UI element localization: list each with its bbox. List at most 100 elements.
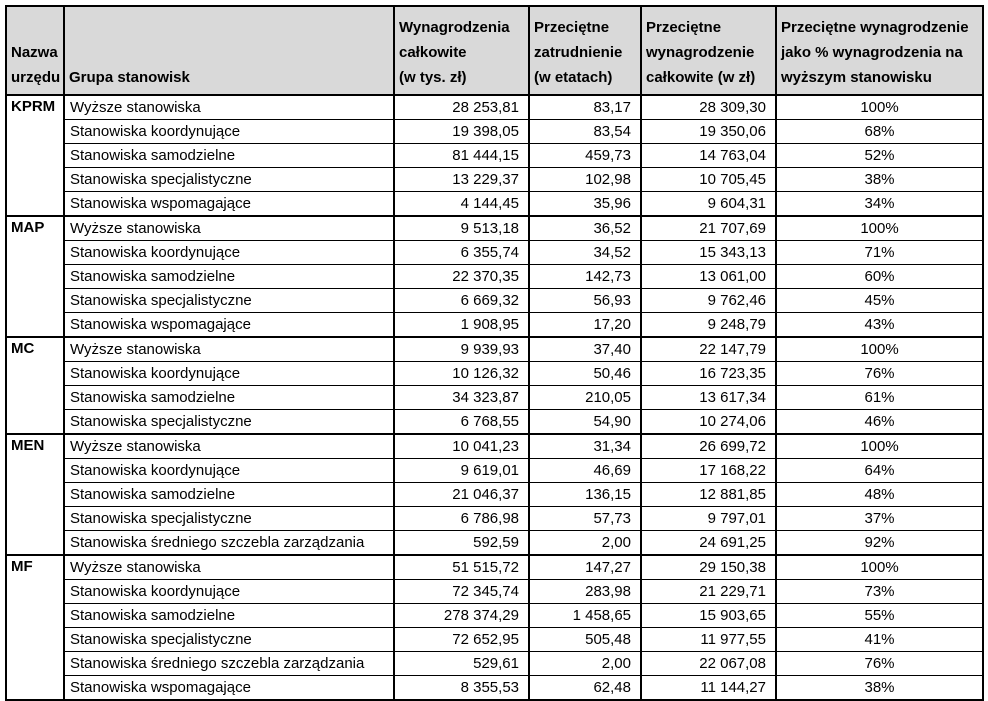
total-cell: 4 144,45	[393, 191, 530, 217]
table-row: Stanowiska specjalistyczne 72 652,95 505,4…	[6, 627, 984, 652]
avg-cell: 11 977,55	[640, 627, 777, 652]
group-cell: Stanowiska średniego szczebla zarządzani…	[63, 530, 395, 556]
salary-table: Nazwa urzędu Grupa stanowisk Wynagrodzen…	[5, 5, 984, 701]
group-cell: Stanowiska wspomagające	[63, 675, 395, 701]
total-cell: 34 323,87	[393, 385, 530, 410]
pct-cell: 41%	[775, 627, 984, 652]
fte-cell: 46,69	[528, 458, 642, 483]
table-body: KPRM Wyższe stanowiska 28 253,81 83,17 28 30…	[5, 94, 984, 701]
fte-cell: 35,96	[528, 191, 642, 217]
group-cell: Stanowiska wspomagające	[63, 191, 395, 217]
total-cell: 6 355,74	[393, 240, 530, 265]
total-cell: 9 513,18	[393, 215, 530, 241]
pct-cell: 76%	[775, 361, 984, 386]
avg-cell: 11 144,27	[640, 675, 777, 701]
pct-cell: 64%	[775, 458, 984, 483]
table-row: Stanowiska samodzielne 34 323,87 210,05 13 …	[6, 385, 984, 410]
col-header-office: Nazwa urzędu	[5, 5, 65, 96]
fte-cell: 2,00	[528, 651, 642, 676]
table-row: Stanowiska wspomagające 4 144,45 35,96 9 60…	[6, 191, 984, 217]
pct-cell: 46%	[775, 409, 984, 435]
avg-cell: 21 707,69	[640, 215, 777, 241]
pct-cell: 37%	[775, 506, 984, 531]
table-row: Stanowiska średniego szczebla zarządzani…	[6, 530, 984, 556]
total-cell: 6 786,98	[393, 506, 530, 531]
fte-cell: 50,46	[528, 361, 642, 386]
table-row: Stanowiska koordynujące 9 619,01 46,69 17 1…	[6, 458, 984, 483]
group-cell: Stanowiska samodzielne	[63, 603, 395, 628]
fte-cell: 505,48	[528, 627, 642, 652]
group-cell: Wyższe stanowiska	[63, 433, 395, 459]
total-cell: 22 370,35	[393, 264, 530, 289]
avg-cell: 15 343,13	[640, 240, 777, 265]
group-cell: Stanowiska koordynujące	[63, 579, 395, 604]
pct-cell: 100%	[775, 94, 984, 120]
table-row: Stanowiska koordynujące 72 345,74 283,98 21…	[6, 579, 984, 604]
header-row: Nazwa urzędu Grupa stanowisk Wynagrodzen…	[5, 5, 984, 96]
total-cell: 72 652,95	[393, 627, 530, 652]
col-header-total: Wynagrodzenia całkowite (w tys. zł)	[393, 5, 530, 96]
fte-cell: 83,17	[528, 94, 642, 120]
table-row: Stanowiska samodzielne 81 444,15 459,73 14 …	[6, 143, 984, 168]
total-cell: 13 229,37	[393, 167, 530, 192]
avg-cell: 9 248,79	[640, 312, 777, 338]
fte-cell: 34,52	[528, 240, 642, 265]
table-row: KPRM Wyższe stanowiska 28 253,81 83,17 28 30…	[5, 94, 984, 217]
group-cell: Wyższe stanowiska	[63, 94, 395, 120]
total-cell: 21 046,37	[393, 482, 530, 507]
avg-cell: 13 617,34	[640, 385, 777, 410]
fte-cell: 147,27	[528, 554, 642, 580]
pct-cell: 71%	[775, 240, 984, 265]
table-row: Stanowiska samodzielne 22 370,35 142,73 13 …	[6, 264, 984, 289]
table-row: Stanowiska koordynujące 6 355,74 34,52 15 3…	[6, 240, 984, 265]
table-row: MF Wyższe stanowiska 51 515,72 147,27 29 150…	[5, 554, 984, 701]
pct-cell: 48%	[775, 482, 984, 507]
fte-cell: 17,20	[528, 312, 642, 338]
total-cell: 28 253,81	[393, 94, 530, 120]
table-row: Stanowiska koordynujące 10 126,32 50,46 16 …	[6, 361, 984, 386]
fte-cell: 102,98	[528, 167, 642, 192]
col-header-pct: Przeciętne wynagrodzenie jako % wynagrod…	[775, 5, 984, 96]
avg-cell: 24 691,25	[640, 530, 777, 556]
office-cell: MF	[5, 554, 65, 701]
fte-cell: 62,48	[528, 675, 642, 701]
group-cell: Stanowiska samodzielne	[63, 385, 395, 410]
pct-cell: 100%	[775, 336, 984, 362]
total-cell: 1 908,95	[393, 312, 530, 338]
fte-cell: 283,98	[528, 579, 642, 604]
fte-cell: 36,52	[528, 215, 642, 241]
avg-cell: 9 797,01	[640, 506, 777, 531]
pct-cell: 55%	[775, 603, 984, 628]
pct-cell: 92%	[775, 530, 984, 556]
avg-cell: 28 309,30	[640, 94, 777, 120]
group-cell: Stanowiska samodzielne	[63, 143, 395, 168]
group-cell: Stanowiska samodzielne	[63, 482, 395, 507]
total-cell: 9 619,01	[393, 458, 530, 483]
group-cell: Stanowiska specjalistyczne	[63, 288, 395, 313]
group-cell: Wyższe stanowiska	[63, 554, 395, 580]
avg-cell: 15 903,65	[640, 603, 777, 628]
table-row: MC Wyższe stanowiska 9 939,93 37,40 22 147,7…	[5, 336, 984, 435]
table-row: MAP Wyższe stanowiska 9 513,18 36,52 21 707,…	[5, 215, 984, 338]
pct-cell: 100%	[775, 433, 984, 459]
pct-cell: 100%	[775, 215, 984, 241]
pct-cell: 38%	[775, 675, 984, 701]
avg-cell: 10 705,45	[640, 167, 777, 192]
office-cell: KPRM	[5, 94, 65, 217]
fte-cell: 83,54	[528, 119, 642, 144]
total-cell: 278 374,29	[393, 603, 530, 628]
fte-cell: 2,00	[528, 530, 642, 556]
group-cell: Stanowiska wspomagające	[63, 312, 395, 338]
pct-cell: 100%	[775, 554, 984, 580]
avg-cell: 12 881,85	[640, 482, 777, 507]
pct-cell: 34%	[775, 191, 984, 217]
group-cell: Stanowiska koordynujące	[63, 240, 395, 265]
pct-cell: 76%	[775, 651, 984, 676]
avg-cell: 21 229,71	[640, 579, 777, 604]
avg-cell: 13 061,00	[640, 264, 777, 289]
pct-cell: 61%	[775, 385, 984, 410]
fte-cell: 142,73	[528, 264, 642, 289]
pct-cell: 45%	[775, 288, 984, 313]
fte-cell: 54,90	[528, 409, 642, 435]
